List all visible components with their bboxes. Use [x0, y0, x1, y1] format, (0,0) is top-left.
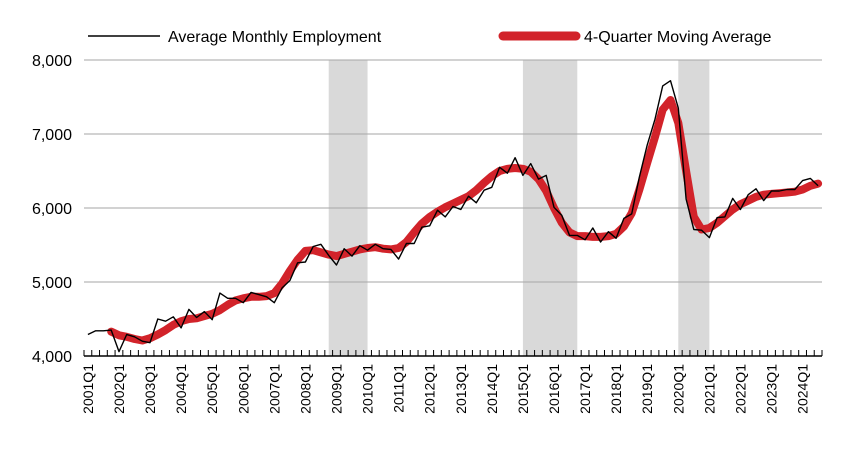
x-tick-label: 2008Q1 — [297, 364, 313, 414]
gridlines — [84, 59, 822, 283]
x-tick-label: 2003Q1 — [142, 364, 158, 414]
x-tick-label: 2013Q1 — [453, 364, 469, 414]
x-tick-label: 2007Q1 — [266, 364, 282, 414]
y-tick-label: 7,000 — [32, 127, 72, 144]
x-tick-label: 2019Q1 — [639, 364, 655, 414]
x-tick-label: 2021Q1 — [701, 364, 717, 414]
series-line-moving-average — [107, 96, 823, 345]
x-tick-label: 2024Q1 — [795, 364, 811, 414]
axes: 4,000 5,000 6,000 7,000 8,000 2001Q1 2002Q1 200… — [32, 53, 823, 414]
x-tick-label: 2009Q1 — [328, 364, 344, 414]
x-tick-label: 2010Q1 — [360, 364, 376, 414]
x-tick-label: 2011Q1 — [391, 364, 407, 413]
x-tick-label: 2004Q1 — [173, 364, 189, 414]
x-tick-label: 2005Q1 — [204, 364, 220, 414]
x-tick-label: 2015Q1 — [515, 364, 531, 414]
series-line-actual — [87, 80, 819, 353]
legend-label-moving-average: 4-Quarter Moving Average — [584, 29, 771, 46]
y-tick-label: 8,000 — [32, 53, 72, 70]
x-tick-label: 2018Q1 — [608, 364, 624, 414]
x-tick-label: 2001Q1 — [80, 364, 96, 414]
y-tick-label: 6,000 — [32, 201, 72, 218]
x-tick-label: 2016Q1 — [546, 364, 562, 414]
x-tick-label: 2023Q1 — [764, 364, 780, 414]
x-tick-label: 2012Q1 — [422, 364, 438, 414]
y-tick-label: 4,000 — [32, 349, 72, 366]
x-tick-label: 2017Q1 — [577, 364, 593, 414]
series-lines — [87, 80, 823, 353]
legend-label-actual: Average Monthly Employment — [168, 29, 382, 46]
x-tick-label: 2014Q1 — [484, 364, 500, 414]
x-tick-label: 2022Q1 — [732, 364, 748, 414]
x-tick-label: 2020Q1 — [670, 364, 686, 414]
y-tick-label: 5,000 — [32, 275, 72, 292]
x-tick-label: 2006Q1 — [235, 364, 251, 414]
x-tick-label: 2002Q1 — [111, 364, 127, 414]
legend: Average Monthly Employment 4-Quarter Mov… — [88, 29, 771, 46]
